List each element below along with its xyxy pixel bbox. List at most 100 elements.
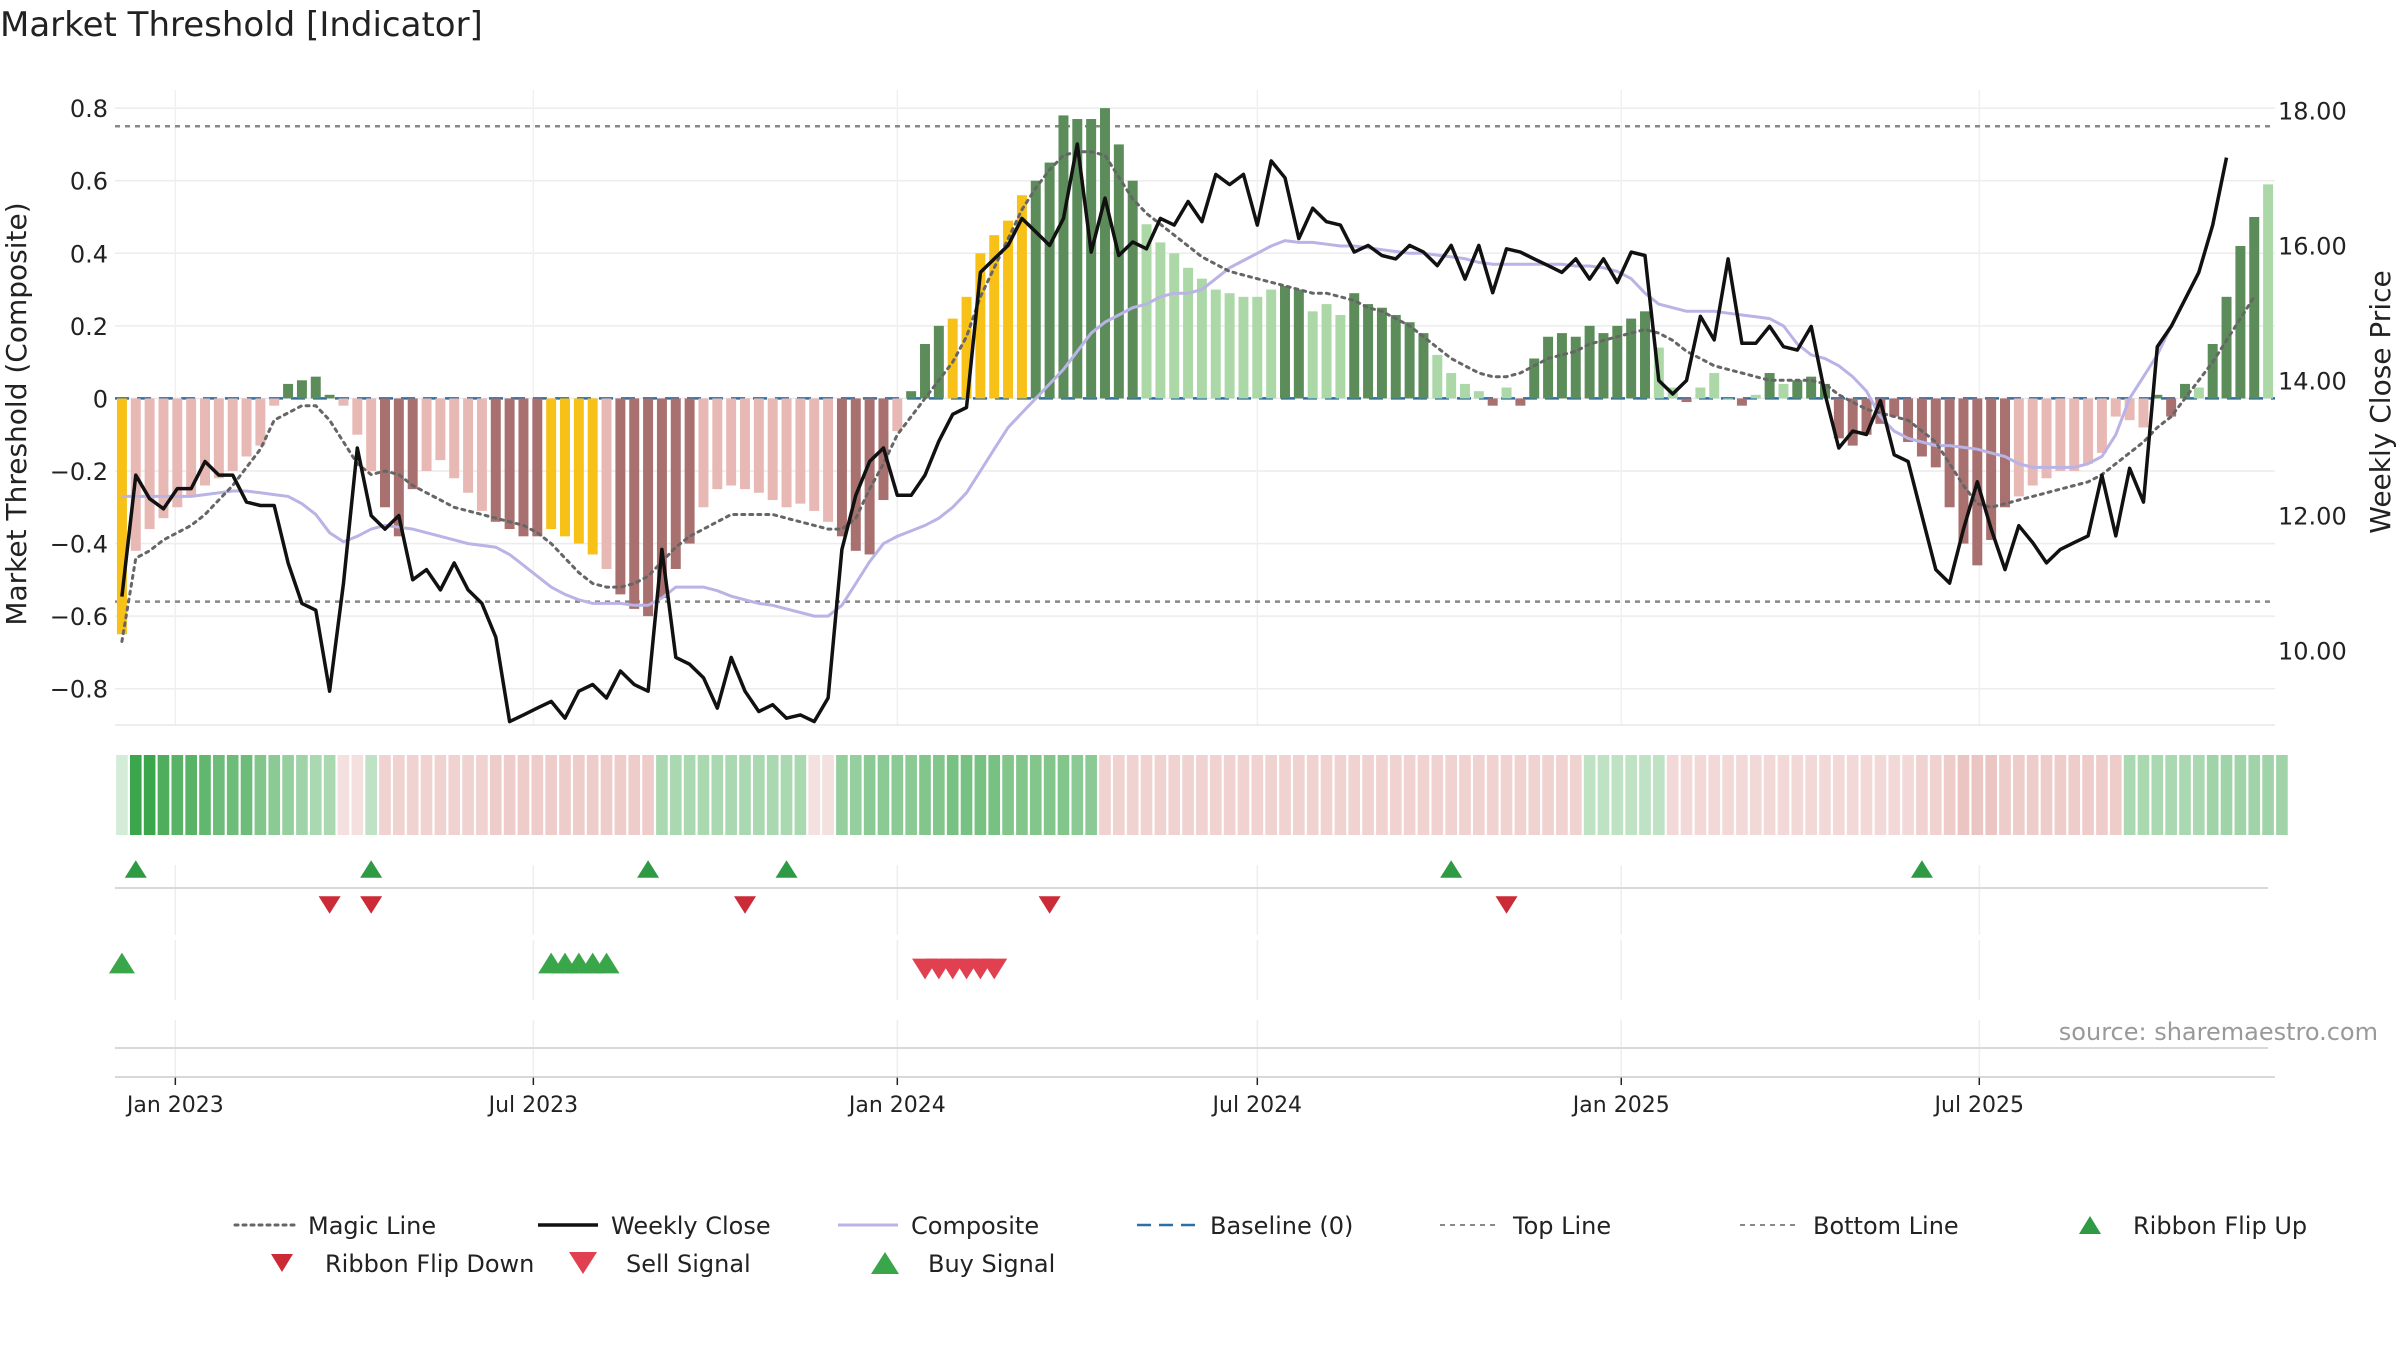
ribbon-cell [268, 755, 281, 835]
ribbon-cell [2193, 755, 2205, 835]
ribbon-cell [365, 755, 377, 835]
ribbon-cell [1542, 755, 1554, 835]
y-tick-label-left: 0.6 [70, 168, 108, 196]
composite-bar [864, 398, 875, 555]
ribbon-cell [1749, 755, 1762, 835]
ribbon-cell [849, 755, 862, 835]
composite-bar [1113, 144, 1124, 399]
ribbon-cell [2026, 755, 2039, 835]
composite-bar [352, 398, 363, 435]
ribbon-cell [351, 755, 364, 835]
ribbon-cell [1293, 755, 1305, 835]
ribbon-flip-down-marker [360, 896, 383, 914]
ribbon-cell [2179, 755, 2191, 835]
ribbon-flip-down-marker [734, 896, 756, 914]
ribbon-cell [2013, 755, 2025, 835]
ribbon-cell [1625, 755, 1637, 835]
y-axis-label-left: Market Threshold (Composite) [0, 202, 33, 625]
composite-bar [1086, 119, 1097, 399]
ribbon-cell [545, 755, 557, 835]
composite-bar [1570, 336, 1581, 399]
composite-bar [1418, 333, 1429, 399]
ribbon-cell [1126, 755, 1139, 835]
composite-bar [1460, 383, 1470, 399]
ribbon-cell [1874, 755, 1887, 835]
y-tick-label-right: 12.00 [2278, 503, 2347, 531]
ribbon-cell [1209, 755, 1222, 835]
ribbon-cell [1113, 755, 1125, 835]
composite-bar [850, 398, 861, 551]
y-tick-label-left: −0.2 [50, 458, 108, 486]
composite-bar [587, 398, 598, 555]
ribbon-cell [1002, 755, 1014, 835]
composite-bar [1640, 311, 1650, 399]
ribbon-cell [2068, 755, 2081, 835]
y-tick-label-right: 16.00 [2278, 232, 2347, 260]
composite-bar [795, 398, 806, 504]
ribbon-cell [309, 755, 322, 835]
ribbon-cell [1666, 755, 1679, 835]
y-tick-label-right: 18.00 [2278, 97, 2347, 125]
composite-bar [1169, 253, 1180, 399]
ribbon-cell [1653, 755, 1665, 835]
composite-bar [449, 398, 460, 479]
composite-bar [476, 398, 487, 511]
ribbon-cell [753, 755, 765, 835]
ribbon-cell [919, 755, 931, 835]
composite-bar [283, 383, 294, 399]
composite-bar [1889, 398, 1900, 417]
ribbon-cell [628, 755, 641, 835]
ribbon-cell [406, 755, 419, 835]
ribbon-cell [1777, 755, 1790, 835]
ribbon-cell [1334, 755, 1347, 835]
ribbon-cell [822, 755, 834, 835]
ribbon-cell [836, 755, 848, 835]
composite-bar [1321, 304, 1332, 399]
composite-bar [1709, 373, 1720, 399]
ribbon-cell [489, 755, 502, 835]
composite-bar [1833, 398, 1844, 439]
ribbon-cell [1556, 755, 1568, 835]
ribbon-cell [2137, 755, 2150, 835]
ribbon-flip-up-marker [775, 860, 798, 878]
composite-bar [1501, 387, 1512, 399]
y-tick-label-left: 0.4 [70, 240, 108, 268]
ribbon-cell [960, 755, 973, 835]
legend-item: Composite [838, 1212, 1039, 1240]
composite-bar [712, 398, 723, 490]
ribbon-cell [1279, 755, 1291, 835]
ribbon-cell [1099, 755, 1111, 835]
composite-bar [1127, 180, 1138, 399]
composite-bar [753, 398, 764, 493]
composite-bar [1681, 398, 1692, 403]
ribbon-cell [434, 755, 447, 835]
ribbon-cell [1057, 755, 1070, 835]
ribbon-cell [656, 755, 668, 835]
ribbon-cell [1860, 755, 1873, 835]
composite-bar [1695, 387, 1706, 399]
ribbon-cell [2040, 755, 2053, 835]
axis-labels: 0.8 0.6 0.4 0.2 0 −0.2 −0.4 −0.6 −0.8 18.00 16.00 1… [50, 95, 2347, 1118]
ribbon-cell [1445, 755, 1457, 835]
legend-item: Ribbon Flip Up [2079, 1212, 2307, 1240]
magic-line [120, 150, 2256, 643]
ribbon-cell [1251, 755, 1264, 835]
ribbon-cell [517, 755, 530, 835]
composite-bar [1556, 333, 1567, 399]
composite-bar [2000, 398, 2010, 508]
composite-bars [116, 108, 2274, 635]
composite-bar [2207, 344, 2218, 399]
ribbon-cell [1583, 755, 1596, 835]
composite-bar [1293, 289, 1304, 399]
ribbon-cell [323, 755, 336, 835]
legend-label: Buy Signal [928, 1250, 1055, 1278]
composite-bar [116, 398, 127, 635]
ribbon-flip-down-marker [1495, 896, 1518, 914]
composite-bar [2235, 246, 2246, 399]
ribbon-cell [1223, 755, 1236, 835]
composite-bar [241, 398, 252, 457]
composite-bar [1238, 296, 1249, 399]
legend-label: Bottom Line [1813, 1212, 1959, 1240]
composite-bar [2083, 398, 2094, 464]
y-axis-label-right: Weekly Close Price [2364, 270, 2397, 533]
